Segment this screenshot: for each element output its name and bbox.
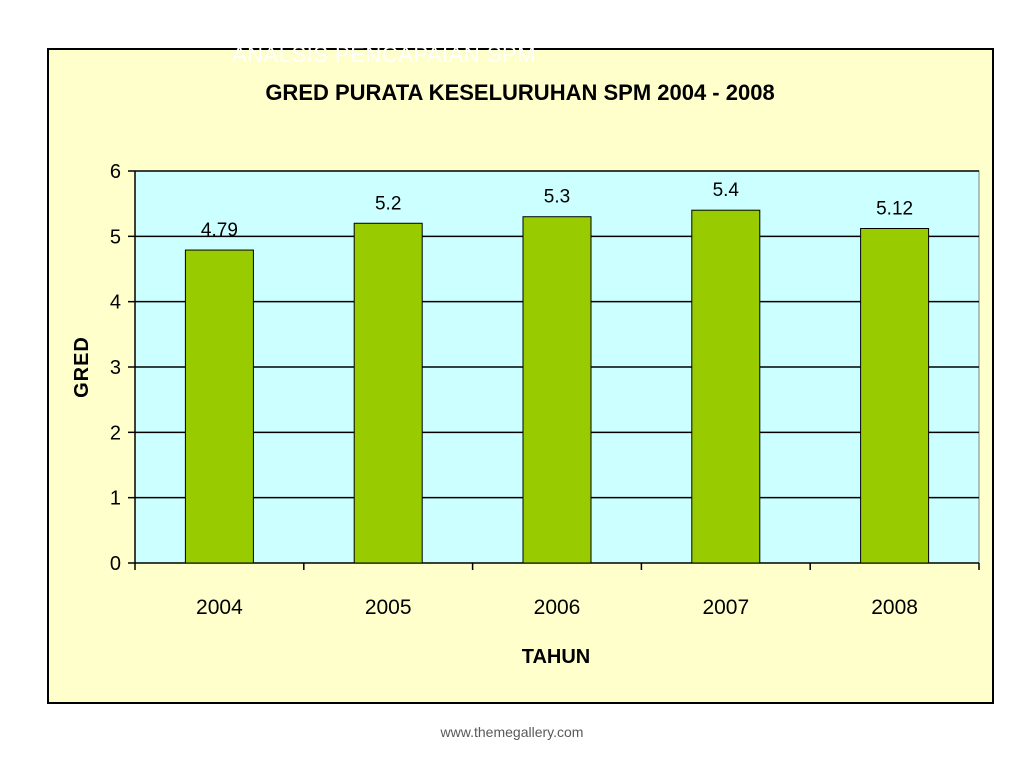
x-tick-label: 2007 — [702, 596, 749, 619]
chart-title: GRED PURATA KESELURUHAN SPM 2004 - 2008 — [265, 80, 774, 105]
bar — [691, 209, 761, 564]
x-tick-label: 2006 — [534, 596, 581, 619]
bar — [522, 216, 592, 564]
y-axis-title: GRED — [71, 336, 93, 398]
bar — [353, 222, 423, 564]
x-tick-label: 2008 — [871, 596, 918, 619]
y-tick-label: 2 — [110, 422, 121, 444]
data-label: 5.4 — [713, 180, 740, 201]
x-tick-label: 2005 — [365, 596, 412, 619]
footer-url: www.themegallery.com — [440, 724, 584, 740]
y-tick-label: 1 — [110, 488, 121, 510]
data-label: 4.79 — [201, 220, 238, 241]
bar — [184, 249, 254, 564]
y-tick-label: 6 — [110, 161, 121, 183]
bar — [860, 227, 930, 564]
data-label: 5.3 — [544, 187, 570, 208]
y-tick-label: 5 — [110, 226, 121, 248]
x-axis-title: TAHUN — [522, 646, 591, 668]
data-label: 5.2 — [375, 193, 401, 214]
slide-title: ANALSIS PENCAPAIAN SPM — [232, 42, 537, 67]
y-tick-label: 4 — [110, 292, 121, 314]
x-tick-label: 2004 — [196, 596, 243, 619]
y-tick-label: 3 — [110, 357, 121, 379]
plot-area: 0 1 2 3 4 5 6 4.79 2004 5.2 2005 5.3 2006 5.4 2007 5.12… — [110, 161, 980, 619]
y-tick-label: 0 — [110, 553, 121, 575]
data-label: 5.12 — [876, 198, 913, 219]
